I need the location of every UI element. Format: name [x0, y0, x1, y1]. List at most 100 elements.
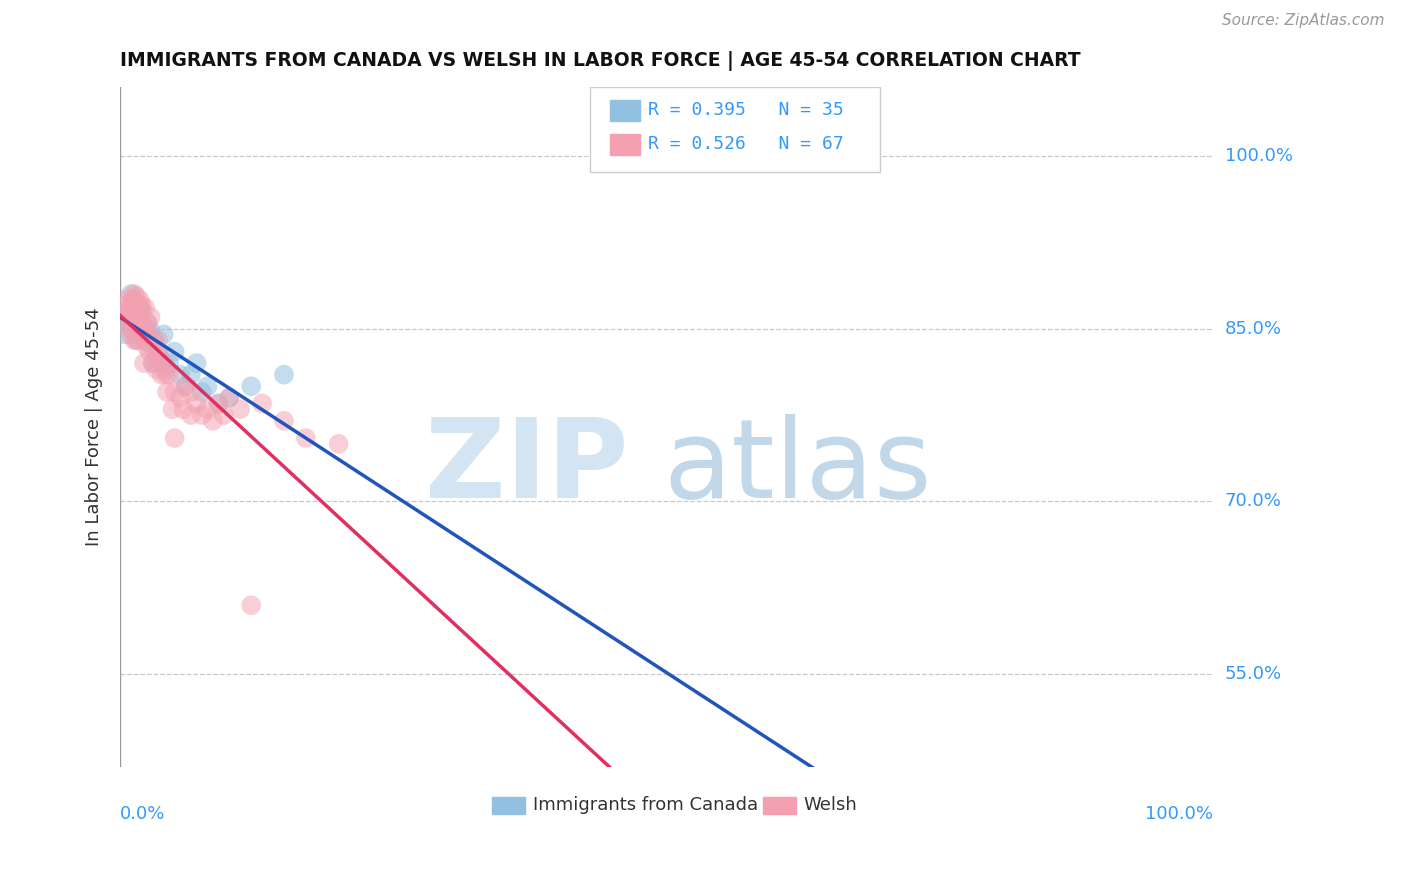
- Point: [138, 344, 160, 359]
- Point: [180, 368, 202, 382]
- Point: [125, 316, 148, 330]
- FancyBboxPatch shape: [591, 87, 880, 171]
- Point: [142, 356, 165, 370]
- Point: [122, 293, 145, 307]
- Point: [197, 379, 219, 393]
- Text: R = 0.395   N = 35: R = 0.395 N = 35: [648, 102, 844, 120]
- Point: [122, 310, 145, 324]
- Point: [180, 384, 202, 399]
- Point: [118, 310, 141, 324]
- Point: [122, 287, 145, 301]
- Point: [191, 384, 214, 399]
- Point: [145, 362, 167, 376]
- Point: [120, 299, 142, 313]
- Point: [128, 310, 150, 324]
- Text: Immigrants from Canada: Immigrants from Canada: [533, 797, 758, 814]
- Point: [132, 327, 155, 342]
- Point: [120, 321, 142, 335]
- Point: [152, 327, 174, 342]
- Point: [135, 339, 157, 353]
- Text: 100.0%: 100.0%: [1146, 805, 1213, 823]
- Point: [136, 335, 159, 350]
- Point: [128, 321, 150, 335]
- Point: [218, 391, 240, 405]
- Text: Source: ZipAtlas.com: Source: ZipAtlas.com: [1222, 13, 1385, 29]
- Point: [169, 368, 191, 382]
- Text: R = 0.526   N = 67: R = 0.526 N = 67: [648, 136, 844, 153]
- FancyBboxPatch shape: [610, 100, 641, 120]
- Text: 0.0%: 0.0%: [120, 805, 166, 823]
- FancyBboxPatch shape: [492, 797, 524, 814]
- Point: [142, 356, 165, 370]
- Point: [197, 402, 219, 417]
- Point: [155, 362, 177, 376]
- Point: [134, 321, 156, 335]
- Point: [125, 308, 148, 322]
- Point: [155, 368, 177, 382]
- Point: [186, 396, 208, 410]
- Point: [117, 312, 139, 326]
- Point: [157, 356, 180, 370]
- Point: [156, 384, 179, 399]
- Point: [128, 327, 150, 342]
- Point: [163, 431, 186, 445]
- Point: [125, 333, 148, 347]
- Point: [143, 333, 166, 347]
- Point: [186, 356, 208, 370]
- Point: [143, 344, 166, 359]
- Point: [122, 333, 145, 347]
- Text: 55.0%: 55.0%: [1225, 665, 1282, 683]
- Point: [191, 408, 214, 422]
- Point: [128, 299, 150, 313]
- Point: [295, 431, 318, 445]
- Point: [128, 316, 150, 330]
- Point: [218, 391, 240, 405]
- Point: [125, 299, 148, 313]
- Point: [240, 598, 263, 612]
- Point: [139, 310, 162, 324]
- Point: [148, 333, 170, 347]
- Point: [212, 408, 235, 422]
- Point: [162, 402, 184, 417]
- Point: [157, 368, 180, 382]
- Point: [122, 316, 145, 330]
- Point: [148, 344, 170, 359]
- Text: Welsh: Welsh: [803, 797, 858, 814]
- Point: [174, 379, 197, 393]
- Point: [124, 299, 146, 313]
- Point: [131, 299, 153, 313]
- Point: [114, 327, 136, 342]
- Point: [273, 368, 295, 382]
- Point: [118, 321, 141, 335]
- Point: [122, 293, 145, 307]
- Point: [139, 324, 162, 338]
- Point: [120, 287, 142, 301]
- Text: 70.0%: 70.0%: [1225, 492, 1281, 510]
- Point: [134, 301, 156, 315]
- Point: [163, 384, 186, 399]
- Point: [207, 396, 229, 410]
- Point: [201, 414, 224, 428]
- Point: [207, 396, 229, 410]
- Point: [131, 304, 153, 318]
- Point: [136, 316, 159, 330]
- Point: [128, 293, 150, 307]
- Point: [138, 327, 160, 342]
- FancyBboxPatch shape: [763, 797, 796, 814]
- Point: [127, 333, 149, 347]
- Point: [120, 327, 142, 342]
- Point: [131, 316, 153, 330]
- Text: 100.0%: 100.0%: [1225, 146, 1292, 165]
- Point: [132, 333, 155, 347]
- Point: [328, 437, 350, 451]
- Point: [180, 408, 202, 422]
- Point: [229, 402, 252, 417]
- Point: [163, 344, 186, 359]
- Point: [240, 379, 263, 393]
- Point: [114, 316, 136, 330]
- Point: [125, 321, 148, 335]
- Point: [142, 333, 165, 347]
- FancyBboxPatch shape: [610, 134, 641, 154]
- Point: [117, 304, 139, 318]
- Point: [125, 289, 148, 303]
